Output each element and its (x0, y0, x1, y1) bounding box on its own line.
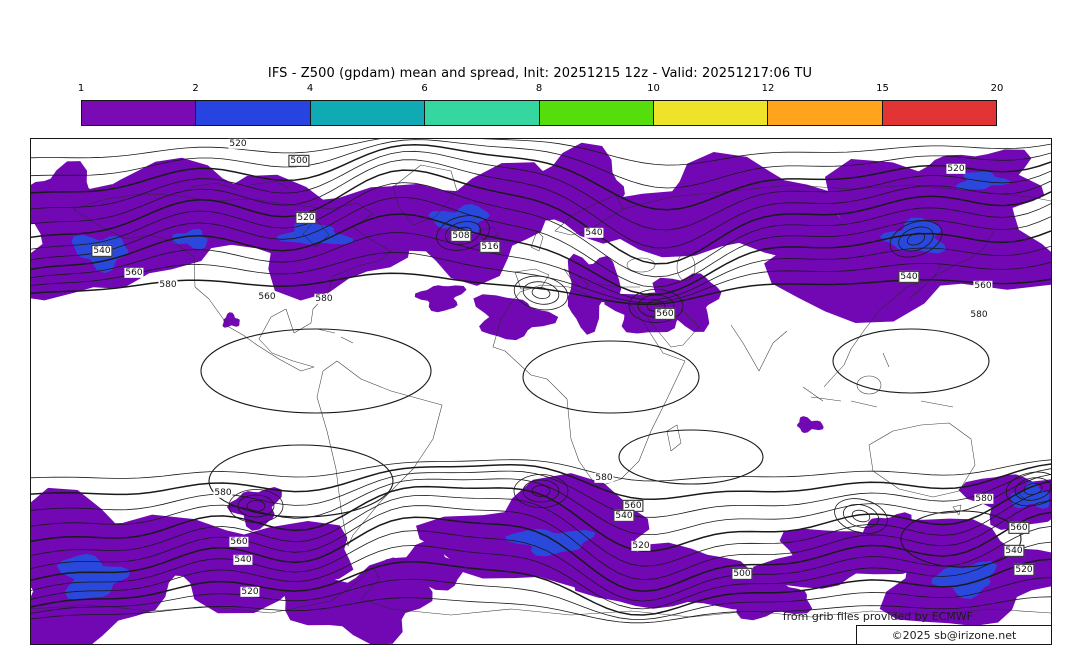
colorbar-segment-8-10 (539, 101, 654, 125)
contour-label-580: 580 (974, 493, 994, 505)
contour-label-520: 520 (240, 586, 260, 598)
chart-title: IFS - Z500 (gpdam) mean and spread, Init… (267, 66, 813, 81)
contour-label-580: 580 (594, 472, 614, 484)
contour-label-540: 540 (1003, 544, 1025, 558)
contour-label-540: 540 (233, 554, 253, 566)
world-map (31, 139, 1051, 644)
colorbar-ticks: 1 2 4 6 8 10 12 15 20 (77, 83, 1004, 96)
colorbar-segment-4-6 (310, 101, 426, 125)
colorbar-tick-label: 15 (876, 83, 889, 94)
colorbar-tick-label: 10 (647, 83, 660, 94)
contour-label-520: 520 (228, 138, 248, 150)
contour-label-540: 540 (91, 244, 113, 258)
colorbar (81, 100, 997, 126)
colorbar-tick-label: 20 (990, 83, 1004, 94)
height-contours (31, 139, 1051, 624)
contour-label-520: 520 (1013, 563, 1035, 577)
colorbar-tick-label: 6 (421, 83, 428, 94)
contour-label-580: 580 (969, 309, 989, 321)
contour-label-516: 516 (479, 240, 501, 254)
attribution-text: from grib files provided by ECMWF (782, 610, 973, 623)
contour-label-540: 540 (898, 270, 920, 284)
contour-label-560: 560 (124, 267, 144, 279)
colorbar-segment-15-20 (882, 101, 996, 125)
colorbar-segment-6-8 (425, 101, 540, 125)
contour-label-508: 508 (450, 229, 472, 243)
colorbar-segment-10-12 (653, 101, 769, 125)
colorbar-tick-label: 2 (192, 83, 199, 94)
contour-label-580: 580 (213, 487, 233, 499)
contour-label-580: 580 (158, 279, 178, 291)
contour-label-520: 520 (946, 163, 966, 175)
contour-label-520: 520 (295, 211, 317, 225)
contour-label-540: 540 (584, 227, 604, 239)
contour-label-500: 500 (731, 567, 753, 581)
contour-label-500: 500 (288, 154, 310, 168)
colorbar-tick-label: 8 (535, 83, 543, 94)
contour-label-540: 540 (613, 509, 635, 523)
copyright-text: ©2025 sb@irizone.net (891, 628, 1017, 642)
colorbar-segment-1-2 (82, 101, 197, 125)
copyright-box: ©2025 sb@irizone.net (856, 625, 1051, 644)
coastlines (31, 164, 1051, 618)
contour-label-580: 580 (314, 293, 334, 305)
contour-label-560: 560 (1008, 521, 1030, 535)
map-frame: 520 500 520 508 516 540 560 580 560 580 540 560 520 5… (30, 138, 1052, 645)
contour-label-560: 560 (654, 307, 676, 321)
colorbar-tick-label: 1 (77, 83, 85, 94)
contour-label-560: 560 (257, 291, 277, 303)
colorbar-segment-2-4 (196, 101, 311, 125)
colorbar-tick-label: 12 (761, 83, 775, 94)
colorbar-segment-12-15 (768, 101, 883, 125)
contour-label-520: 520 (631, 540, 651, 552)
contour-label-560: 560 (229, 536, 249, 548)
colorbar-tick-label: 4 (306, 83, 314, 94)
contour-label-560: 560 (973, 280, 993, 292)
spread-shading (31, 142, 1051, 644)
